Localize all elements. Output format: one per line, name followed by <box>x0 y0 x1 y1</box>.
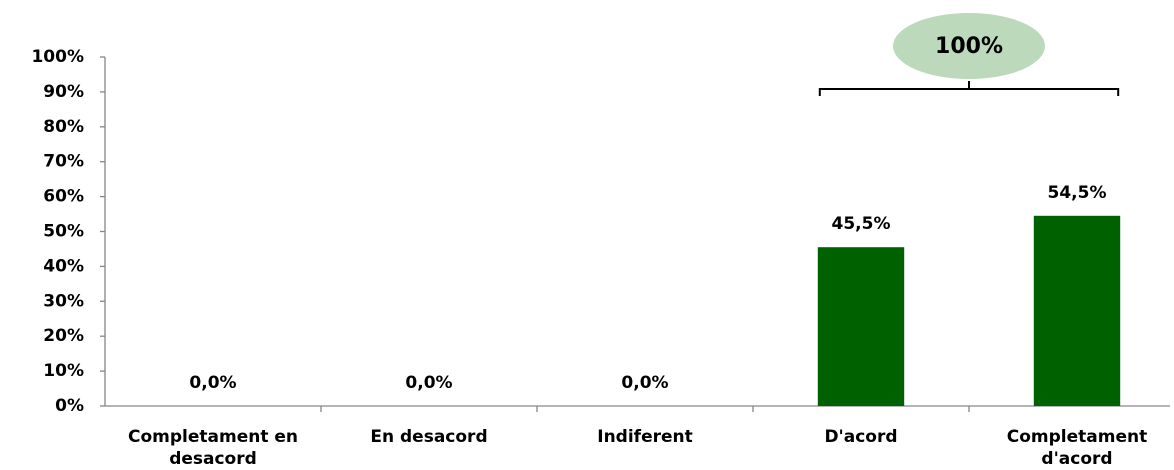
x-tick-label: Completament en desacord <box>127 427 299 469</box>
value-label: 45,5% <box>832 214 891 234</box>
y-tick-label: 0% <box>55 396 84 416</box>
y-tick-label: 60% <box>43 187 84 207</box>
y-tick-label: 30% <box>43 291 84 311</box>
x-tick-label: Indiferent <box>597 427 693 447</box>
bracket <box>818 81 1120 96</box>
bar <box>1033 215 1121 406</box>
x-tick-label: En desacord <box>370 427 488 447</box>
y-tick-label: 70% <box>43 152 84 172</box>
y-tick-label: 90% <box>43 82 84 102</box>
annotation-bubble <box>893 13 1045 79</box>
y-tick-label: 80% <box>43 117 84 137</box>
x-tick-label: D'acord <box>824 427 898 447</box>
annotation: 100% <box>935 34 1003 59</box>
y-tick-label: 20% <box>43 326 84 346</box>
y-tick-label: 40% <box>43 256 84 276</box>
y-tick-label: 100% <box>31 47 84 67</box>
value-label: 0,0% <box>189 373 236 393</box>
bar <box>817 247 905 406</box>
value-label: 54,5% <box>1048 183 1107 203</box>
value-label: 0,0% <box>405 373 452 393</box>
x-tick-label: Completament d'acord <box>1006 427 1148 469</box>
value-label: 0,0% <box>621 373 668 393</box>
y-tick-label: 10% <box>43 361 84 381</box>
y-tick-label: 50% <box>43 222 84 242</box>
